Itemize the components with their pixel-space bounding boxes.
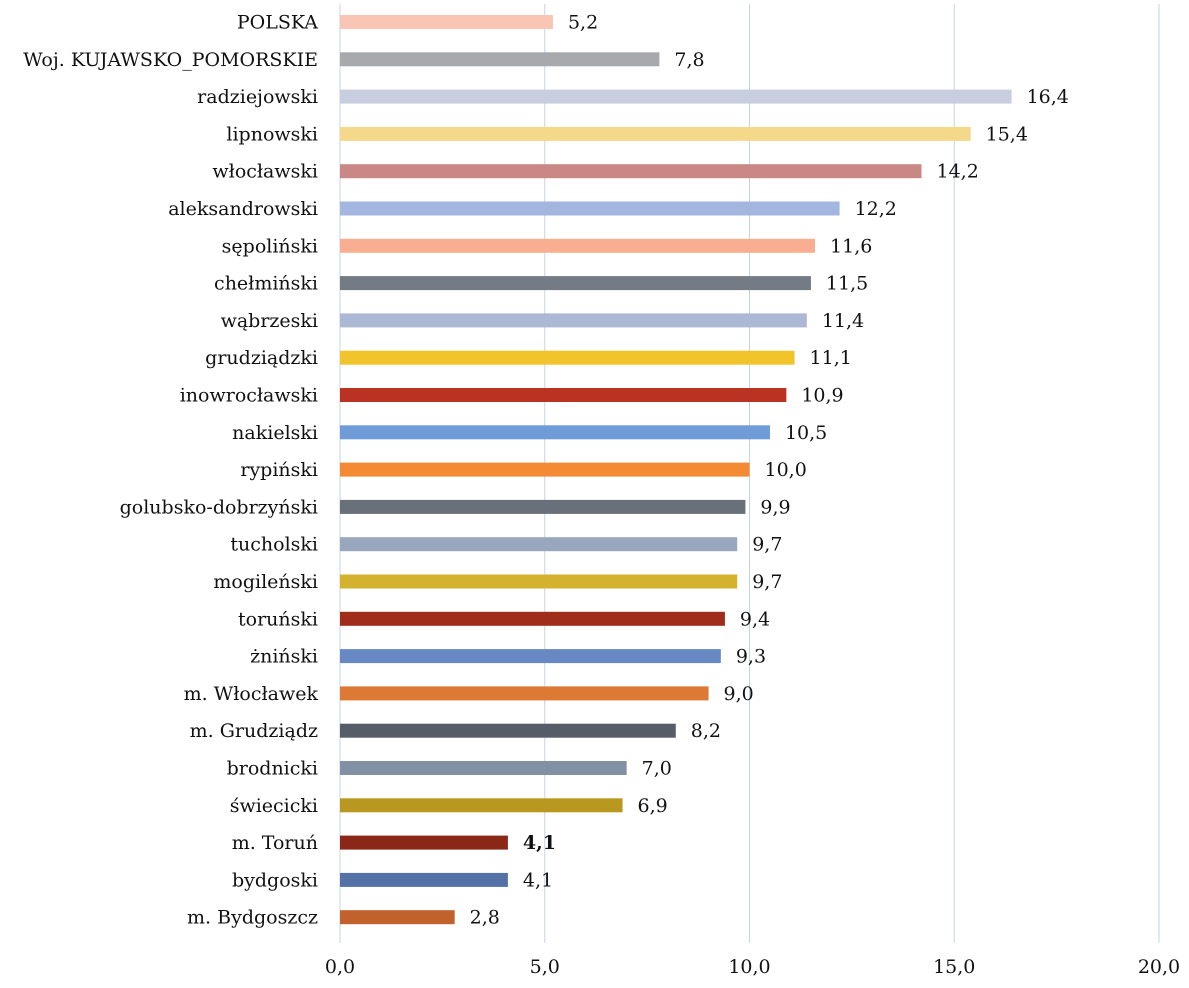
- bar: [340, 388, 787, 402]
- category-label: brodnicki: [227, 758, 318, 780]
- data-label: 11,1: [810, 347, 852, 369]
- data-label: 9,7: [752, 571, 782, 593]
- bar: [340, 761, 627, 775]
- category-label: żniński: [250, 646, 318, 668]
- data-label: 4,1: [523, 869, 553, 891]
- bar: [340, 910, 455, 925]
- labels-layer: POLSKA 5,2 Woj. KUJAWSKO_POMORSKIE 7,8 radzi…: [23, 12, 1069, 929]
- data-label: 7,8: [674, 49, 704, 71]
- category-label: golubsko-dobrzyński: [120, 496, 318, 518]
- category-label: m. Bydgoszcz: [187, 907, 318, 929]
- x-tick-label: 10,0: [728, 956, 770, 978]
- category-label: nakielski: [232, 422, 318, 444]
- category-label: m. Grudziądz: [190, 720, 318, 742]
- bar: [340, 313, 807, 328]
- bar: [340, 201, 840, 216]
- bar: [340, 126, 971, 141]
- category-label: grudziądzki: [205, 347, 318, 369]
- data-label: 11,4: [822, 310, 864, 332]
- data-label: 7,0: [642, 758, 672, 780]
- data-label: 9,0: [724, 683, 754, 705]
- data-label: 4,1: [523, 832, 556, 854]
- category-label: m. Włocławek: [184, 683, 319, 705]
- category-label: aleksandrowski: [168, 198, 318, 220]
- category-label: m. Toruń: [232, 832, 318, 854]
- category-label: świecicki: [230, 795, 318, 817]
- bar: [340, 835, 508, 850]
- category-label: wąbrzeski: [221, 310, 318, 332]
- data-label: 10,0: [765, 459, 807, 481]
- bar: [340, 425, 770, 440]
- data-label: 11,5: [826, 273, 868, 295]
- category-label: mogileński: [213, 571, 318, 593]
- data-label: 2,8: [470, 907, 500, 929]
- category-label: radziejowski: [197, 86, 318, 108]
- x-tick-label: 20,0: [1138, 956, 1180, 978]
- category-label: toruński: [238, 608, 318, 630]
- data-label: 9,7: [752, 534, 782, 556]
- data-label: 12,2: [855, 198, 897, 220]
- data-label: 16,4: [1027, 86, 1069, 108]
- bar: [340, 798, 623, 813]
- data-label: 6,9: [638, 795, 668, 817]
- data-label: 8,2: [691, 720, 721, 742]
- data-label: 9,9: [760, 496, 790, 518]
- bar: [340, 89, 1012, 104]
- bar: [340, 462, 750, 477]
- bar: [340, 649, 721, 664]
- bar: [340, 52, 660, 67]
- x-tick-label: 0,0: [325, 956, 355, 978]
- category-label: tucholski: [230, 534, 318, 556]
- x-tick-label: 5,0: [530, 956, 560, 978]
- category-label: bydgoski: [232, 869, 318, 891]
- bar: [340, 723, 676, 738]
- bar: [340, 574, 738, 589]
- bar: [340, 537, 738, 552]
- axis-layer: 0,0 5,0 10,0 15,0 20,0: [325, 956, 1180, 978]
- bar: [340, 350, 795, 365]
- bar: [340, 499, 746, 514]
- data-label: 9,4: [740, 608, 770, 630]
- bar: [340, 164, 922, 179]
- data-label: 5,2: [568, 12, 598, 34]
- category-label: chełmiński: [214, 273, 318, 295]
- bar: [340, 276, 811, 291]
- data-label: 9,3: [736, 646, 766, 668]
- bar: [340, 872, 508, 887]
- data-label: 15,4: [986, 123, 1028, 145]
- data-label: 10,5: [785, 422, 827, 444]
- bar: [340, 15, 553, 29]
- category-label: rypiński: [240, 459, 318, 481]
- category-label: sępoliński: [222, 235, 318, 257]
- category-label: lipnowski: [226, 123, 318, 145]
- data-label: 11,6: [830, 235, 872, 257]
- data-label: 10,9: [801, 385, 843, 407]
- category-label: inowrocławski: [180, 385, 318, 407]
- bars-layer: [340, 15, 1012, 925]
- category-label: włocławski: [212, 161, 318, 183]
- bar: [340, 238, 816, 253]
- category-label: POLSKA: [237, 12, 318, 34]
- x-tick-label: 15,0: [933, 956, 975, 978]
- data-label: 14,2: [936, 161, 978, 183]
- category-label: Woj. KUJAWSKO_POMORSKIE: [23, 49, 318, 71]
- bar: [340, 611, 725, 626]
- bar: [340, 686, 709, 701]
